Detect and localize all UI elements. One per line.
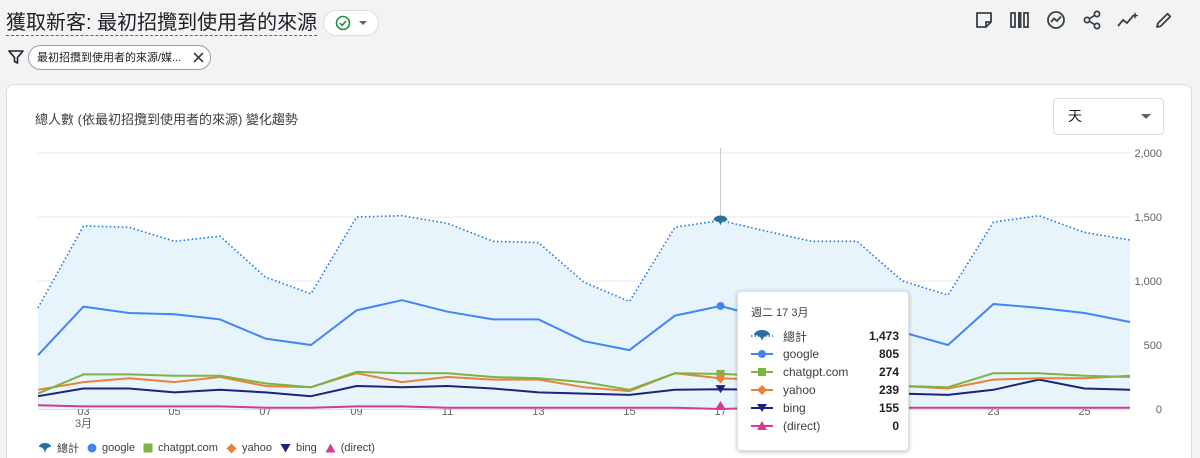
bing-series-icon xyxy=(280,444,291,453)
tooltip-value: 0 xyxy=(892,419,899,433)
close-icon[interactable] xyxy=(193,51,204,63)
legend-item-google[interactable]: google xyxy=(87,442,135,454)
note-icon xyxy=(976,12,992,28)
tooltip-label: google xyxy=(783,347,820,361)
chatgpt-series-icon xyxy=(143,443,153,453)
tooltip-row: yahoo 239 xyxy=(751,381,899,399)
bing-series-icon xyxy=(751,404,773,412)
legend-item-yahoo[interactable]: yahoo xyxy=(226,442,272,454)
tooltip-row: 總計 1,473 xyxy=(751,327,899,345)
share-button[interactable] xyxy=(1080,8,1104,32)
anomaly-icon xyxy=(1117,12,1139,27)
total-series-icon xyxy=(751,330,773,341)
filter-chip-label: 最初招攬到使用者的來源/媒... xyxy=(37,52,182,64)
card-title: 總人數 (依最初招攬到使用者的來源) 變化趨勢 xyxy=(35,112,298,127)
google-series-icon xyxy=(87,443,97,453)
tooltip-date: 週二 17 3月 xyxy=(751,307,809,319)
title-row: 獲取新客: 最初招攬到使用者的來源 xyxy=(6,6,380,40)
total-series-icon xyxy=(39,443,51,453)
insights-icon xyxy=(1047,11,1065,29)
tooltip-value: 1,473 xyxy=(868,329,899,343)
direct-series-icon xyxy=(751,421,773,430)
tooltip-label: chatgpt.com xyxy=(783,365,849,379)
chart-tooltip: 週二 17 3月 總計 1,473 google 805 chatgpt.com… xyxy=(737,291,909,451)
yahoo-series-icon xyxy=(751,385,773,395)
chatgpt-series-icon xyxy=(751,368,773,376)
legend-item-direct[interactable]: (direct) xyxy=(325,442,375,454)
tooltip-value: 239 xyxy=(878,383,899,397)
compare-icon xyxy=(1010,12,1029,28)
tooltip-label: 總計 xyxy=(783,329,808,344)
chart-card: 總人數 (依最初招攬到使用者的來源) 變化趨勢 天 xyxy=(6,84,1192,458)
filter-icon xyxy=(8,50,24,64)
period-select[interactable]: 天 xyxy=(1053,98,1164,135)
share-icon xyxy=(1083,10,1101,30)
page-title[interactable]: 獲取新客: 最初招攬到使用者的來源 xyxy=(6,11,318,36)
legend-item-chatgpt[interactable]: chatgpt.com xyxy=(143,442,218,454)
tooltip-value: 155 xyxy=(878,401,899,415)
direct-series-icon xyxy=(325,443,336,453)
caret-down-icon xyxy=(1141,114,1151,119)
insights-button[interactable] xyxy=(1044,8,1068,32)
tooltip-value: 274 xyxy=(878,365,899,379)
edit-icon xyxy=(1156,12,1172,28)
toolbar xyxy=(972,8,1176,32)
tooltip-row: google 805 xyxy=(751,345,899,363)
tooltip-label: yahoo xyxy=(783,383,816,397)
yahoo-series-icon xyxy=(226,443,237,453)
tooltip-label: bing xyxy=(783,401,806,415)
legend-label: 總計 xyxy=(57,443,79,455)
filter-chip[interactable]: 最初招攬到使用者的來源/媒... xyxy=(28,44,212,70)
tooltip-row: bing 155 xyxy=(751,399,899,417)
chart-legend: 總計 google chatgpt.com yahoo bing (direct… xyxy=(38,440,383,456)
legend-label: bing xyxy=(295,442,317,454)
legend-label: google xyxy=(102,442,136,454)
anomaly-button[interactable] xyxy=(1116,8,1140,32)
tooltip-row: (direct) 0 xyxy=(751,417,899,435)
check-circle-icon xyxy=(335,15,350,31)
legend-item-bing[interactable]: bing xyxy=(280,442,317,454)
legend-label: chatgpt.com xyxy=(158,442,218,454)
tooltip-value: 805 xyxy=(878,347,899,361)
compare-button[interactable] xyxy=(1008,8,1032,32)
caret-down-icon xyxy=(358,21,367,25)
tooltip-label: (direct) xyxy=(783,419,821,433)
period-select-value: 天 xyxy=(1068,108,1082,124)
filter-row: 最初招攬到使用者的來源/媒... xyxy=(8,44,212,70)
status-dropdown[interactable] xyxy=(323,10,380,36)
legend-label: (direct) xyxy=(340,442,375,454)
edit-button[interactable] xyxy=(1152,8,1176,32)
legend-label: yahoo xyxy=(241,442,272,454)
legend-item-total[interactable]: 總計 xyxy=(38,440,79,456)
note-button[interactable] xyxy=(972,8,996,32)
google-series-icon xyxy=(751,350,773,358)
tooltip-row: chatgpt.com 274 xyxy=(751,363,899,381)
